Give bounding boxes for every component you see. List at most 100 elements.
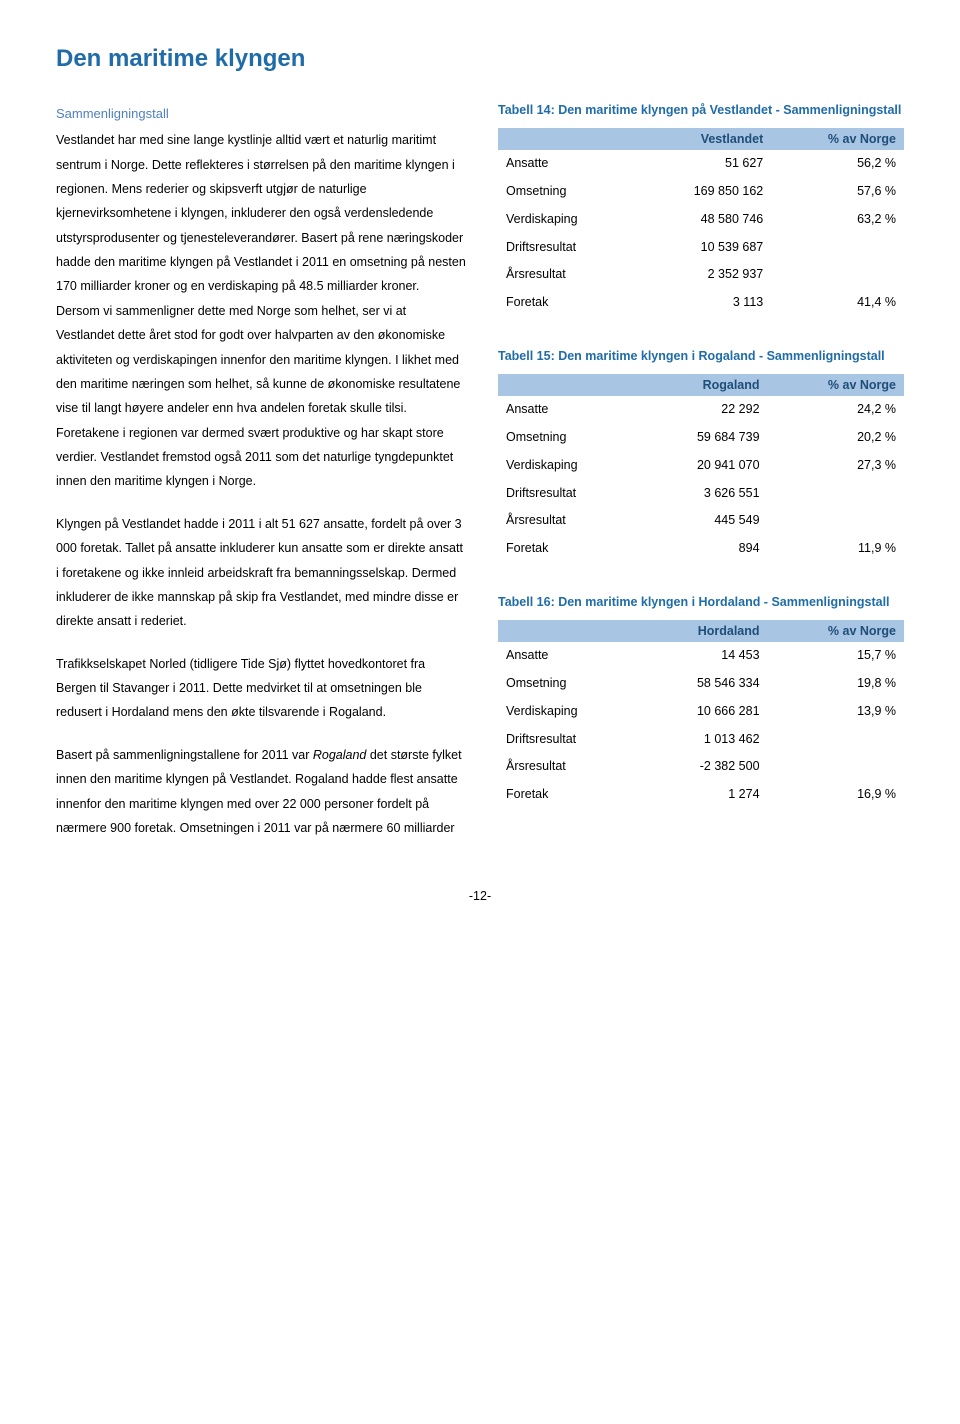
th-region: Rogaland bbox=[640, 374, 767, 397]
th-blank bbox=[498, 620, 640, 643]
table-header-row: Vestlandet % av Norge bbox=[498, 128, 904, 151]
table-row: Ansatte14 45315,7 % bbox=[498, 642, 904, 670]
cell-pct: 13,9 % bbox=[768, 698, 904, 726]
content-columns: Sammenligningstall Vestlandet har med si… bbox=[56, 101, 904, 858]
cell-label: Driftsresultat bbox=[498, 234, 636, 262]
cell-pct: 11,9 % bbox=[768, 535, 904, 563]
cell-pct: 16,9 % bbox=[768, 781, 904, 809]
paragraph-4: Basert på sammenligningstallene for 2011… bbox=[56, 743, 466, 841]
cell-label: Omsetning bbox=[498, 424, 640, 452]
cell-value: 445 549 bbox=[640, 507, 767, 535]
cell-value: 48 580 746 bbox=[636, 206, 771, 234]
paragraph-1: Vestlandet har med sine lange kystlinje … bbox=[56, 128, 466, 494]
th-region: Vestlandet bbox=[636, 128, 771, 151]
cell-pct bbox=[771, 261, 904, 289]
cell-label: Driftsresultat bbox=[498, 726, 640, 754]
cell-value: 10 666 281 bbox=[640, 698, 767, 726]
cell-label: Ansatte bbox=[498, 150, 636, 178]
table-row: Driftsresultat1 013 462 bbox=[498, 726, 904, 754]
cell-value: 14 453 bbox=[640, 642, 767, 670]
table-row: Omsetning58 546 33419,8 % bbox=[498, 670, 904, 698]
right-column: Tabell 14: Den maritime klyngen på Vestl… bbox=[498, 101, 904, 858]
table16: Hordaland % av Norge Ansatte14 45315,7 %… bbox=[498, 620, 904, 809]
cell-label: Foretak bbox=[498, 781, 640, 809]
cell-pct: 20,2 % bbox=[768, 424, 904, 452]
table-row: Ansatte22 29224,2 % bbox=[498, 396, 904, 424]
cell-label: Årsresultat bbox=[498, 261, 636, 289]
cell-value: 1 013 462 bbox=[640, 726, 767, 754]
cell-label: Verdiskaping bbox=[498, 698, 640, 726]
table-row: Omsetning59 684 73920,2 % bbox=[498, 424, 904, 452]
table-row: Verdiskaping20 941 07027,3 % bbox=[498, 452, 904, 480]
cell-pct bbox=[768, 507, 904, 535]
cell-label: Årsresultat bbox=[498, 507, 640, 535]
table-row: Foretak1 27416,9 % bbox=[498, 781, 904, 809]
cell-pct bbox=[771, 234, 904, 262]
table14-title: Tabell 14: Den maritime klyngen på Vestl… bbox=[498, 101, 904, 120]
cell-pct: 27,3 % bbox=[768, 452, 904, 480]
cell-value: 169 850 162 bbox=[636, 178, 771, 206]
table-row: Driftsresultat3 626 551 bbox=[498, 480, 904, 508]
table14: Vestlandet % av Norge Ansatte51 62756,2 … bbox=[498, 128, 904, 317]
th-pct: % av Norge bbox=[768, 620, 904, 643]
cell-label: Verdiskaping bbox=[498, 206, 636, 234]
cell-label: Årsresultat bbox=[498, 753, 640, 781]
cell-value: 58 546 334 bbox=[640, 670, 767, 698]
cell-value: 1 274 bbox=[640, 781, 767, 809]
cell-pct: 63,2 % bbox=[771, 206, 904, 234]
cell-pct bbox=[768, 753, 904, 781]
cell-label: Ansatte bbox=[498, 396, 640, 424]
table15: Rogaland % av Norge Ansatte22 29224,2 % … bbox=[498, 374, 904, 563]
cell-pct bbox=[768, 726, 904, 754]
table-row: Foretak3 11341,4 % bbox=[498, 289, 904, 317]
th-region: Hordaland bbox=[640, 620, 767, 643]
cell-value: 2 352 937 bbox=[636, 261, 771, 289]
cell-label: Foretak bbox=[498, 289, 636, 317]
cell-pct bbox=[768, 480, 904, 508]
table-row: Ansatte51 62756,2 % bbox=[498, 150, 904, 178]
table-row: Driftsresultat10 539 687 bbox=[498, 234, 904, 262]
table-row: Foretak89411,9 % bbox=[498, 535, 904, 563]
cell-value: 59 684 739 bbox=[640, 424, 767, 452]
cell-label: Driftsresultat bbox=[498, 480, 640, 508]
para4-pre: Basert på sammenligningstallene for 2011… bbox=[56, 748, 313, 762]
cell-pct: 19,8 % bbox=[768, 670, 904, 698]
cell-value: 10 539 687 bbox=[636, 234, 771, 262]
cell-label: Verdiskaping bbox=[498, 452, 640, 480]
table-row: Verdiskaping48 580 74663,2 % bbox=[498, 206, 904, 234]
table-header-row: Rogaland % av Norge bbox=[498, 374, 904, 397]
page-title: Den maritime klyngen bbox=[56, 36, 904, 83]
table-row: Verdiskaping10 666 28113,9 % bbox=[498, 698, 904, 726]
th-blank bbox=[498, 128, 636, 151]
th-pct: % av Norge bbox=[771, 128, 904, 151]
cell-pct: 41,4 % bbox=[771, 289, 904, 317]
cell-pct: 56,2 % bbox=[771, 150, 904, 178]
th-pct: % av Norge bbox=[768, 374, 904, 397]
paragraph-3: Trafikkselskapet Norled (tidligere Tide … bbox=[56, 652, 466, 725]
table15-title: Tabell 15: Den maritime klyngen i Rogala… bbox=[498, 347, 904, 366]
cell-label: Foretak bbox=[498, 535, 640, 563]
th-blank bbox=[498, 374, 640, 397]
paragraph-2: Klyngen på Vestlandet hadde i 2011 i alt… bbox=[56, 512, 466, 634]
subsection-title: Sammenligningstall bbox=[56, 101, 466, 126]
cell-value: 22 292 bbox=[640, 396, 767, 424]
cell-value: -2 382 500 bbox=[640, 753, 767, 781]
cell-pct: 24,2 % bbox=[768, 396, 904, 424]
para4-emphasis: Rogaland bbox=[313, 748, 367, 762]
cell-label: Omsetning bbox=[498, 670, 640, 698]
cell-label: Omsetning bbox=[498, 178, 636, 206]
cell-pct: 57,6 % bbox=[771, 178, 904, 206]
cell-value: 3 626 551 bbox=[640, 480, 767, 508]
cell-value: 51 627 bbox=[636, 150, 771, 178]
left-column: Sammenligningstall Vestlandet har med si… bbox=[56, 101, 466, 858]
page-number: -12- bbox=[56, 884, 904, 908]
cell-value: 20 941 070 bbox=[640, 452, 767, 480]
table16-title: Tabell 16: Den maritime klyngen i Hordal… bbox=[498, 593, 904, 612]
cell-pct: 15,7 % bbox=[768, 642, 904, 670]
table-header-row: Hordaland % av Norge bbox=[498, 620, 904, 643]
table-row: Årsresultat-2 382 500 bbox=[498, 753, 904, 781]
table-row: Årsresultat445 549 bbox=[498, 507, 904, 535]
cell-label: Ansatte bbox=[498, 642, 640, 670]
table-row: Årsresultat2 352 937 bbox=[498, 261, 904, 289]
cell-value: 3 113 bbox=[636, 289, 771, 317]
